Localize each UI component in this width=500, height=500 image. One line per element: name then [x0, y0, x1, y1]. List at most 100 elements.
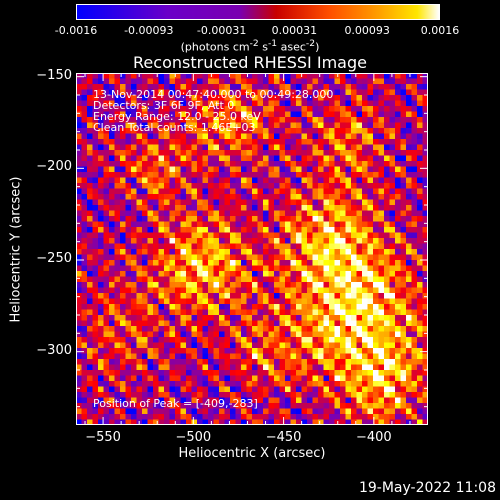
heatmap-cell: [307, 89, 313, 96]
heatmap-cell: [252, 254, 258, 261]
heatmap-cell: [230, 227, 236, 233]
heatmap-cell: [246, 95, 253, 101]
heatmap-cell: [114, 375, 121, 382]
heatmap-cell: [136, 199, 143, 206]
heatmap-cell: [279, 265, 286, 272]
heatmap-cell: [389, 309, 396, 316]
heatmap-cell: [103, 139, 110, 145]
heatmap-cell: [268, 227, 275, 233]
heatmap-cell: [158, 320, 165, 327]
heatmap-cell: [158, 95, 165, 101]
heatmap-cell: [125, 298, 132, 305]
heatmap-cell: [241, 397, 247, 404]
heatmap-cell: [92, 238, 99, 244]
heatmap-cell: [378, 260, 385, 266]
heatmap-cell: [351, 106, 357, 112]
heatmap-cell: [340, 370, 346, 376]
heatmap-cell: [175, 342, 181, 349]
heatmap-cell: [87, 172, 93, 178]
heatmap-cell: [389, 320, 396, 327]
heatmap-cell: [92, 392, 99, 398]
heatmap-cell: [307, 106, 313, 112]
heatmap-cell: [274, 111, 280, 118]
heatmap-cell: [373, 166, 379, 173]
heatmap-cell: [345, 155, 352, 162]
heatmap-cell: [131, 276, 137, 283]
heatmap-cell: [290, 276, 297, 283]
heatmap-cell: [180, 221, 187, 228]
heatmap-cell: [120, 73, 126, 79]
heatmap-cell: [296, 287, 302, 294]
heatmap-cell: [252, 122, 258, 129]
heatmap-cell: [235, 386, 242, 393]
heatmap-cell: [329, 188, 335, 195]
heatmap-cell: [142, 331, 148, 338]
heatmap-cell: [290, 326, 297, 332]
heatmap-cell: [307, 183, 313, 189]
heatmap-cell: [136, 331, 143, 338]
heatmap-cell: [395, 117, 401, 123]
heatmap-cell: [406, 287, 412, 294]
heatmap-cell: [290, 84, 297, 90]
heatmap-cell: [230, 331, 236, 338]
heatmap-cell: [142, 353, 148, 360]
heatmap-cell: [191, 254, 198, 261]
heatmap-cell: [158, 177, 165, 184]
heatmap-cell: [109, 227, 115, 233]
heatmap-cell: [180, 183, 187, 189]
heatmap-cell: [340, 106, 346, 112]
heatmap-cell: [318, 271, 324, 277]
heatmap-cell: [125, 293, 132, 299]
heatmap-cell: [323, 408, 330, 415]
heatmap-cell: [312, 84, 319, 90]
heatmap-cell: [356, 232, 363, 239]
heatmap-cell: [367, 194, 374, 200]
heatmap-cell: [274, 150, 280, 156]
heatmap-cell: [252, 227, 258, 233]
heatmap-cell: [120, 254, 126, 261]
heatmap-cell: [334, 326, 341, 332]
heatmap-cell: [92, 78, 99, 85]
heatmap-cell: [290, 150, 297, 156]
heatmap-cell: [98, 397, 104, 404]
heatmap-cell: [103, 359, 110, 365]
heatmap-cell: [329, 111, 335, 118]
heatmap-cell: [81, 408, 88, 415]
heatmap-cell: [197, 331, 203, 338]
heatmap-cell: [235, 221, 242, 228]
heatmap-cell: [384, 337, 390, 343]
heatmap-cell: [169, 254, 176, 261]
heatmap-cell: [92, 183, 99, 189]
heatmap-cell: [153, 381, 159, 387]
heatmap-cell: [323, 320, 330, 327]
heatmap-cell: [120, 122, 126, 129]
heatmap-cell: [180, 232, 187, 239]
heatmap-cell: [158, 144, 165, 151]
heatmap-cell: [180, 331, 187, 338]
heatmap-cell: [125, 287, 132, 294]
heatmap-cell: [323, 364, 330, 371]
heatmap-cell: [153, 122, 159, 129]
heatmap-cell: [81, 364, 88, 371]
heatmap-cell: [213, 375, 220, 382]
heatmap-cell: [213, 381, 220, 387]
heatmap-cell: [417, 403, 423, 409]
heatmap-cell: [191, 392, 198, 398]
heatmap-cell: [362, 78, 368, 85]
heatmap-cell: [147, 320, 154, 327]
heatmap-cell: [334, 166, 341, 173]
heatmap-cell: [142, 282, 148, 288]
heatmap-cell: [169, 232, 176, 239]
heatmap-cell: [411, 155, 418, 162]
heatmap-cell: [340, 364, 346, 371]
heatmap-cell: [279, 309, 286, 316]
heatmap-cell: [246, 172, 253, 178]
heatmap-cell: [285, 199, 291, 206]
heatmap-cell: [92, 111, 99, 118]
heatmap-cell: [411, 342, 418, 349]
heatmap-cell: [186, 337, 192, 343]
heatmap-cell: [109, 84, 115, 90]
heatmap-cell: [246, 161, 253, 167]
heatmap-cell: [257, 364, 264, 371]
heatmap-cell: [252, 271, 258, 277]
